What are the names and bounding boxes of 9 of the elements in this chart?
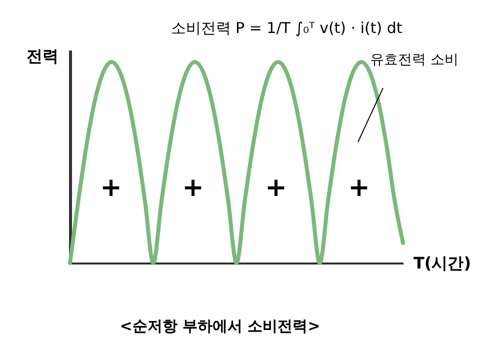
annotation: + xyxy=(182,173,204,203)
annotation: + xyxy=(100,173,122,203)
y-axis-title: 전력 xyxy=(26,46,58,66)
annotation: + xyxy=(265,173,287,203)
annotation: + xyxy=(348,173,370,203)
chart-title: 소비전력 P = 1/T ∫₀ᵀ v(t) · i(t) dt xyxy=(170,19,402,37)
annotation: 유효전력 소비 xyxy=(370,52,458,68)
text: <순저항 부하에서 소비전력> xyxy=(120,317,320,335)
x-axis-title: T(시간) xyxy=(414,254,472,272)
